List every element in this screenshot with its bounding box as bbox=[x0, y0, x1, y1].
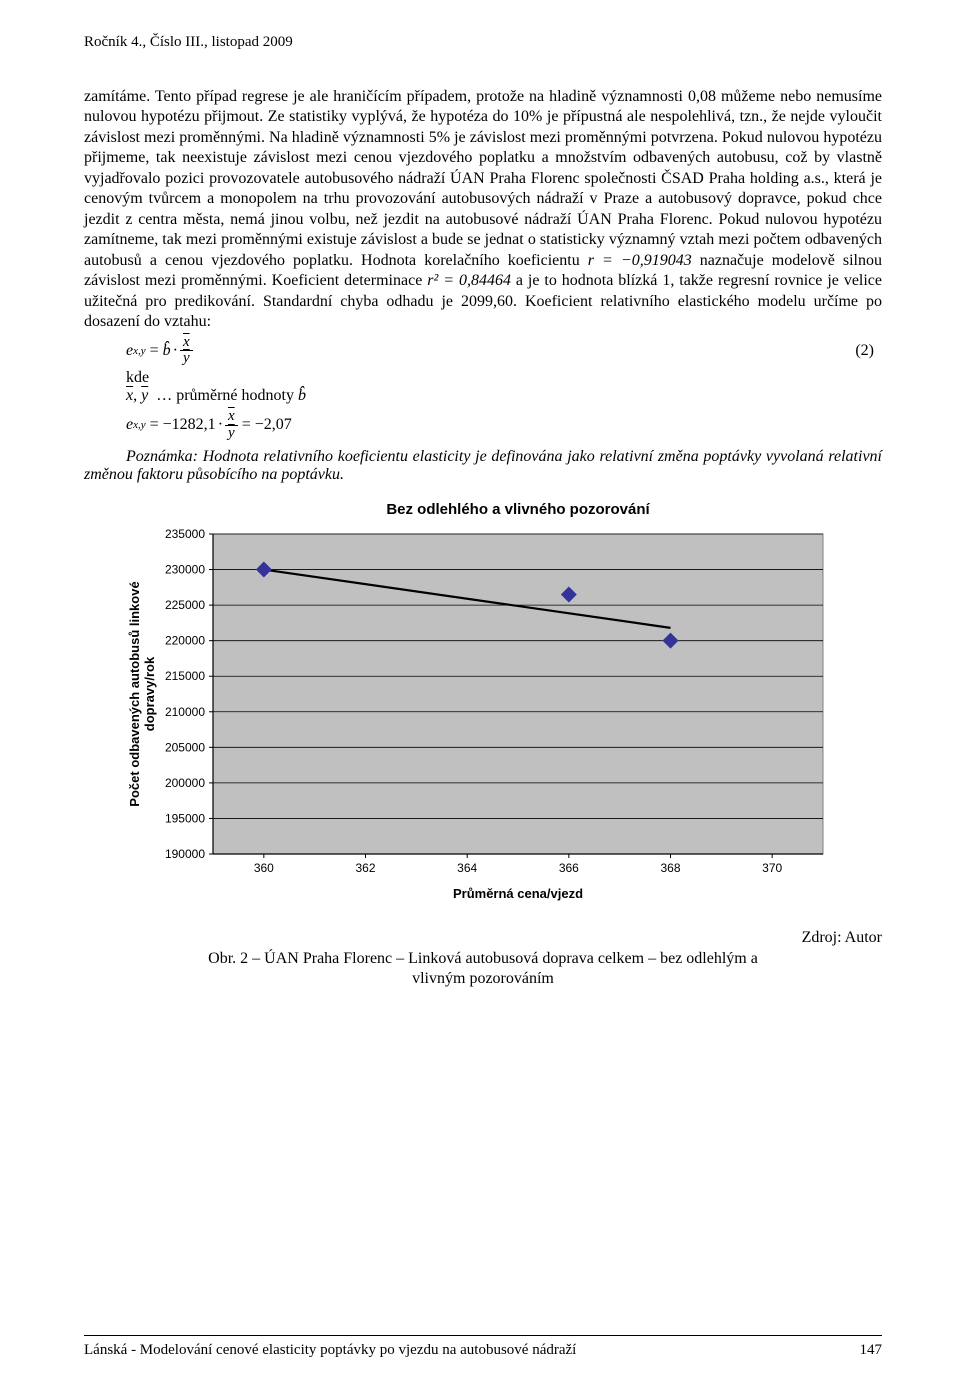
svg-text:366: 366 bbox=[559, 861, 579, 875]
source-line: Zdroj: Autor bbox=[84, 929, 882, 947]
svg-text:200000: 200000 bbox=[165, 776, 205, 790]
svg-text:230000: 230000 bbox=[165, 562, 205, 576]
svg-text:210000: 210000 bbox=[165, 704, 205, 718]
main-text: zamítáme. Tento případ regrese je ale hr… bbox=[84, 87, 882, 333]
svg-text:Bez odlehlého a vlivného pozor: Bez odlehlého a vlivného pozorování bbox=[386, 501, 650, 518]
figure-caption: Obr. 2 – ÚAN Praha Florenc – Linková aut… bbox=[84, 949, 882, 990]
svg-text:190000: 190000 bbox=[165, 847, 205, 861]
note: Poznámka: Hodnota relativního koeficient… bbox=[84, 448, 882, 484]
footer-left: Lánská - Modelování cenové elasticity po… bbox=[84, 1342, 576, 1359]
p1a: zamítáme. Tento případ regrese je ale hr… bbox=[84, 88, 882, 269]
svg-text:215000: 215000 bbox=[165, 669, 205, 683]
eq-number: (2) bbox=[855, 342, 882, 360]
page-header: Ročník 4., Číslo III., listopad 2009 bbox=[84, 34, 882, 51]
svg-text:205000: 205000 bbox=[165, 740, 205, 754]
svg-text:Průměrná cena/vjezd: Průměrná cena/vjezd bbox=[453, 886, 583, 901]
corr-expr: r = −0,919043 bbox=[588, 252, 692, 269]
chart-svg: Bez odlehlého a vlivného pozorování 19000… bbox=[123, 494, 843, 914]
svg-text:368: 368 bbox=[660, 861, 680, 875]
equation-2: ex,y = b̂ · xy (2) bbox=[126, 335, 882, 368]
svg-text:364: 364 bbox=[457, 861, 477, 875]
svg-text:195000: 195000 bbox=[165, 811, 205, 825]
footer-right: 147 bbox=[860, 1342, 883, 1359]
figcap-line1: Obr. 2 – ÚAN Praha Florenc – Linková aut… bbox=[208, 950, 758, 967]
page-footer: Lánská - Modelování cenové elasticity po… bbox=[84, 1335, 882, 1359]
svg-text:235000: 235000 bbox=[165, 527, 205, 541]
svg-text:370: 370 bbox=[762, 861, 782, 875]
det-expr: r² = 0,84464 bbox=[427, 272, 511, 289]
svg-text:220000: 220000 bbox=[165, 633, 205, 647]
kde-label: kde bbox=[126, 369, 882, 387]
equation-3: ex,y = −1282,1 · xy = −2,07 bbox=[126, 409, 882, 442]
svg-text:Počet odbavených autobusů link: Počet odbavených autobusů linkovédopravy… bbox=[127, 581, 157, 806]
svg-text:360: 360 bbox=[254, 861, 274, 875]
eq3-result: −2,07 bbox=[255, 416, 292, 434]
figcap-line2: vlivným pozorováním bbox=[412, 970, 554, 987]
eq3-coef: −1282,1 bbox=[163, 416, 216, 434]
kde-line: x, y … průměrné hodnoty b̂ bbox=[126, 387, 882, 405]
chart-container: Bez odlehlého a vlivného pozorování 19000… bbox=[123, 494, 843, 919]
svg-text:362: 362 bbox=[355, 861, 375, 875]
svg-text:225000: 225000 bbox=[165, 598, 205, 612]
